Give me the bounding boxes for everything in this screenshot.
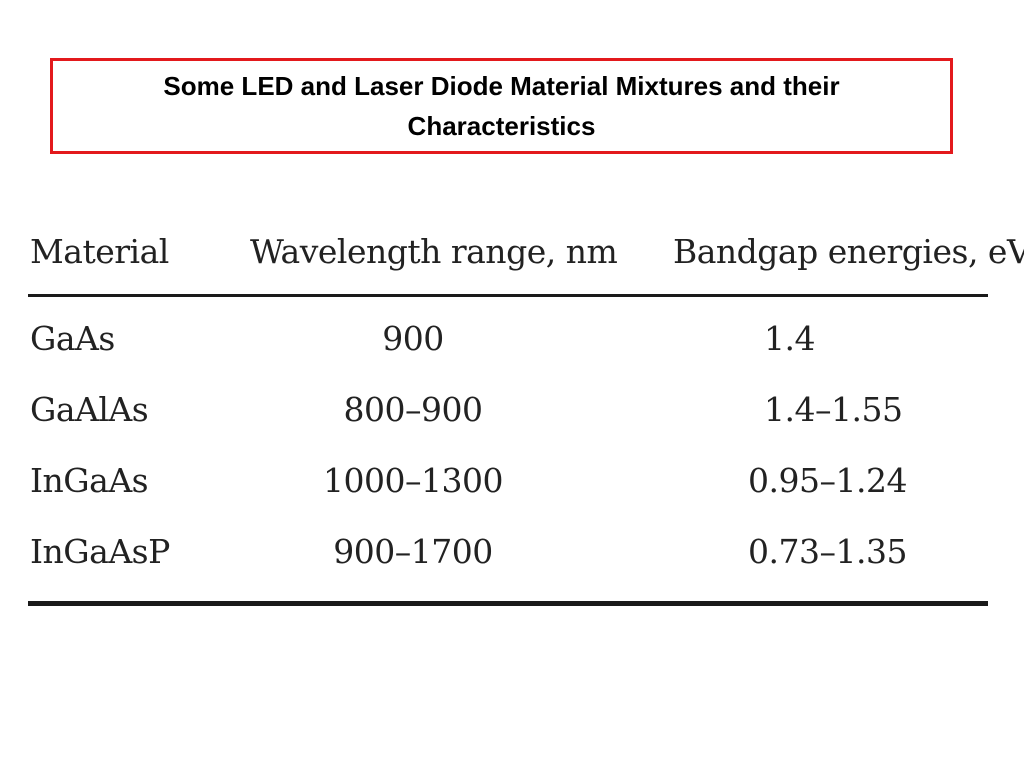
header-wavelength: Wavelength range, nm (250, 232, 618, 271)
cell-material: InGaAs (30, 461, 149, 500)
cell-bandgap: 0.95–1.24 (748, 461, 907, 500)
cell-material: GaAlAs (30, 390, 149, 429)
slide-title: Some LED and Laser Diode Material Mixtur… (163, 71, 840, 141)
table-body: GaAs 900 1.4 GaAlAs 800–900 1.4–1.55 InG… (28, 297, 988, 593)
table-row: InGaAsP 900–1700 0.73–1.35 (28, 522, 988, 593)
table-row: GaAlAs 800–900 1.4–1.55 (28, 380, 988, 451)
header-bandgap: Bandgap energies, eV (673, 232, 1024, 271)
header-rule (28, 294, 988, 297)
header-material: Material (30, 232, 169, 271)
cell-material: GaAs (30, 319, 115, 358)
table-row: GaAs 900 1.4 (28, 309, 988, 380)
cell-bandgap: 1.4 (764, 319, 815, 358)
cell-bandgap: 1.4–1.55 (764, 390, 903, 429)
title-box: Some LED and Laser Diode Material Mixtur… (50, 58, 953, 154)
cell-bandgap: 0.73–1.35 (748, 532, 907, 571)
table-header-row: Material Wavelength range, nm Bandgap en… (28, 222, 1024, 282)
cell-material: InGaAsP (30, 532, 170, 571)
table-row: InGaAs 1000–1300 0.95–1.24 (28, 451, 988, 522)
materials-table: Material Wavelength range, nm Bandgap en… (28, 222, 1024, 606)
table-bottom-rule (28, 601, 988, 606)
